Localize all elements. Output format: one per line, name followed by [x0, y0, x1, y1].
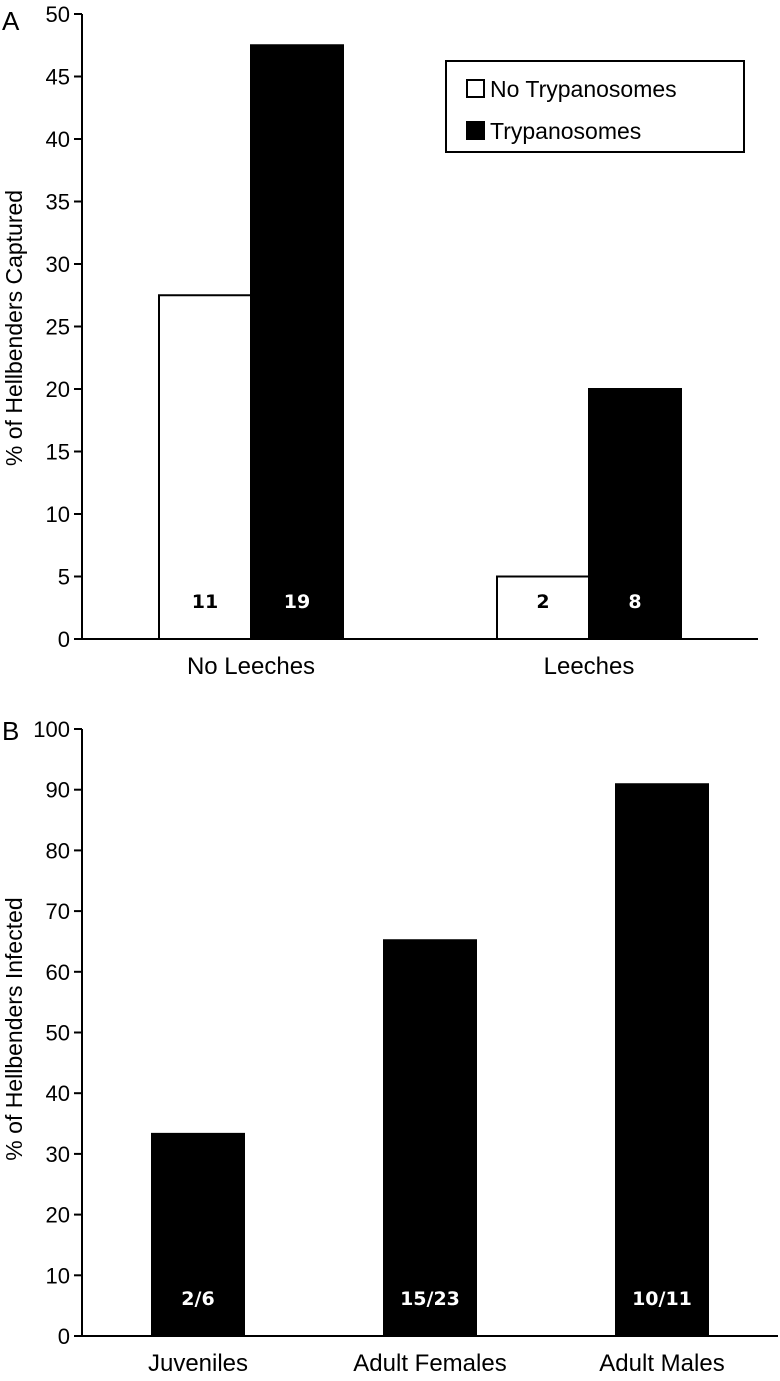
panel-b-y-tick-label-50: 50 [46, 1021, 70, 1046]
panel-a-chart: A % of Hellbenders Captured 0 5 10 15 20 25 30… [1, 2, 758, 680]
legend-box [445, 60, 745, 153]
panel-a-y-tick-label-15: 15 [46, 440, 70, 465]
legend-label-trypanosomes: Trypanosomes [490, 118, 641, 144]
panel-b-y-tick-label-60: 60 [46, 960, 70, 985]
panel-a-y-tick-label-30: 30 [46, 252, 70, 277]
panel-b-chart: B % of Hellbenders Infected 0 10 20 30 40 50 6… [1, 716, 778, 1377]
panel-b-y-tick-label-30: 30 [46, 1142, 70, 1167]
bar-count-leeches-trypanosomes: 8 [628, 591, 641, 613]
panel-a-y-tick-label-25: 25 [46, 315, 70, 340]
bar-no-leeches-no-trypanosomes [158, 294, 252, 640]
panel-b-y-tick-label-100: 100 [33, 717, 70, 742]
panel-a-y-tick-label-20: 20 [46, 377, 70, 402]
panel-b-y-tick-label-80: 80 [46, 838, 70, 863]
panel-b-y-tick-label-90: 90 [46, 778, 70, 803]
legend-label-no-trypanosomes: No Trypanosomes [490, 76, 677, 102]
bar-adult-males [615, 783, 709, 1337]
panel-a-y-tick-label-45: 45 [46, 65, 70, 90]
legend-swatch-trypanosomes [466, 121, 485, 140]
panel-b-bars: 2/6 Juveniles 15/23 Adult Females 10/11 Adult… [148, 783, 725, 1377]
panel-b-y-tick-label-10: 10 [46, 1263, 70, 1288]
x-category-label-leeches: Leeches [544, 653, 635, 680]
panel-a-y-tick-label-40: 40 [46, 127, 70, 152]
bar-fraction-adult-females: 15/23 [400, 1288, 460, 1310]
bar-count-no-leeches-trypanosomes: 19 [284, 591, 310, 613]
bar-fraction-adult-males: 10/11 [632, 1288, 692, 1310]
panel-a-y-tick-label-50: 50 [46, 2, 70, 27]
panel-b-y-tick-label-0: 0 [58, 1324, 70, 1349]
panel-b-y-axis-label: % of Hellbenders Infected [1, 897, 27, 1160]
panel-b-y-tick-label-20: 20 [46, 1203, 70, 1228]
panel-b-y-tick-label-40: 40 [46, 1081, 70, 1106]
panel-a-y-tick-label-10: 10 [46, 502, 70, 527]
panel-a-y-tick-label-5: 5 [58, 565, 70, 590]
x-category-label-adult-females: Adult Females [353, 1350, 506, 1377]
panel-a-y-tick-label-0: 0 [58, 627, 70, 652]
bar-juveniles [151, 1132, 245, 1338]
bar-leeches-trypanosomes [588, 388, 682, 640]
bar-count-leeches-no-trypanosomes: 2 [536, 591, 549, 613]
bar-fraction-juveniles: 2/6 [181, 1288, 214, 1310]
bar-count-no-leeches-no-trypanosomes: 11 [192, 591, 218, 613]
panel-a-axes: 0 5 10 15 20 25 30 35 40 45 50 [46, 2, 758, 652]
panel-b-y-tick-label-70: 70 [46, 899, 70, 924]
x-category-label-adult-males: Adult Males [599, 1350, 724, 1377]
panel-a-legend: No Trypanosomes Trypanosomes [445, 60, 745, 153]
panel-a-y-tick-label-35: 35 [46, 190, 70, 215]
panel-a-bars: 11 19 No Leeches 2 8 Leeches [158, 44, 682, 680]
panel-b-letter: B [2, 716, 19, 746]
panel-a-y-axis-label: % of Hellbenders Captured [1, 190, 27, 466]
x-category-label-juveniles: Juveniles [148, 1350, 248, 1377]
x-category-label-no-leeches: No Leeches [187, 653, 315, 680]
panel-a-letter: A [2, 6, 20, 36]
bar-leeches-no-trypanosomes [496, 575, 590, 640]
bar-adult-females [383, 939, 477, 1338]
bar-no-leeches-trypanosomes [250, 44, 344, 640]
legend-swatch-no-trypanosomes [466, 79, 485, 98]
